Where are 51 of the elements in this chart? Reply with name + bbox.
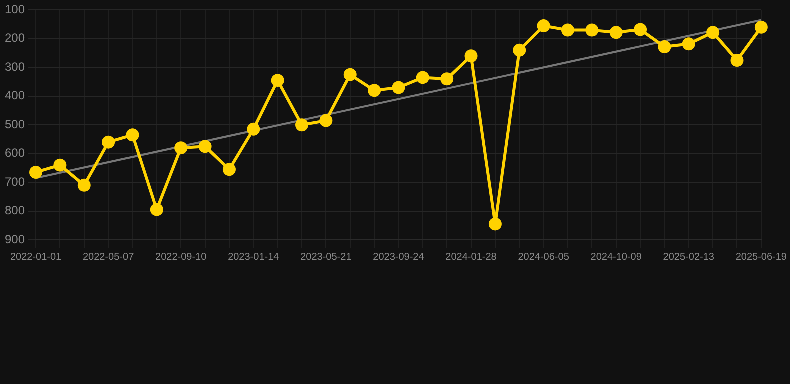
x-tick-label: 2022-01-01 xyxy=(10,252,62,263)
point xyxy=(513,44,526,57)
point xyxy=(247,122,260,136)
y-tick-label: 800 xyxy=(4,204,26,218)
point xyxy=(271,74,284,88)
x-tick-label: 2024-06-05 xyxy=(518,252,570,263)
point xyxy=(586,24,599,37)
point xyxy=(730,54,744,67)
x-tick-label: 2025-02-13 xyxy=(663,252,715,263)
point xyxy=(754,20,768,34)
point xyxy=(537,20,550,32)
point xyxy=(222,163,236,176)
y-tick-label: 300 xyxy=(4,60,26,74)
y-tick-label: 200 xyxy=(4,31,26,46)
x-tick-label: 2025-06-19 xyxy=(736,252,788,263)
point xyxy=(150,203,164,216)
y-tick-label: 400 xyxy=(4,88,26,103)
point xyxy=(368,84,382,98)
y-tick-label: 600 xyxy=(4,146,26,160)
x-tick-label: 2022-05-07 xyxy=(82,252,135,263)
x-tick-label: 2023-09-24 xyxy=(373,252,425,263)
point xyxy=(488,218,502,231)
point xyxy=(296,118,309,132)
point xyxy=(416,71,430,84)
point xyxy=(78,178,91,192)
point xyxy=(198,140,212,154)
x-tick-label: 2024-01-28 xyxy=(446,252,498,263)
point xyxy=(174,142,188,155)
x-tick-label: 2022-09-10 xyxy=(156,252,208,263)
x-tick-label: 2023-01-14 xyxy=(228,252,280,263)
point xyxy=(610,26,623,40)
x-tick-label: 2023-05-21 xyxy=(300,252,352,263)
y-tick-label: 500 xyxy=(4,117,26,132)
y-tick-label: 700 xyxy=(4,174,26,189)
point xyxy=(706,26,720,40)
point xyxy=(682,38,696,51)
x-tick-label: 2024-10-09 xyxy=(590,252,642,263)
point xyxy=(392,81,406,94)
y-tick-label: 100 xyxy=(4,2,26,17)
point xyxy=(464,50,478,63)
point xyxy=(30,166,43,179)
y-tick-label: 900 xyxy=(4,232,26,246)
point xyxy=(126,128,140,142)
point xyxy=(561,24,574,37)
point xyxy=(54,158,67,172)
point xyxy=(634,23,648,36)
point xyxy=(320,114,333,128)
point xyxy=(440,72,454,86)
point xyxy=(102,136,116,149)
point xyxy=(658,40,672,54)
point xyxy=(344,68,357,82)
